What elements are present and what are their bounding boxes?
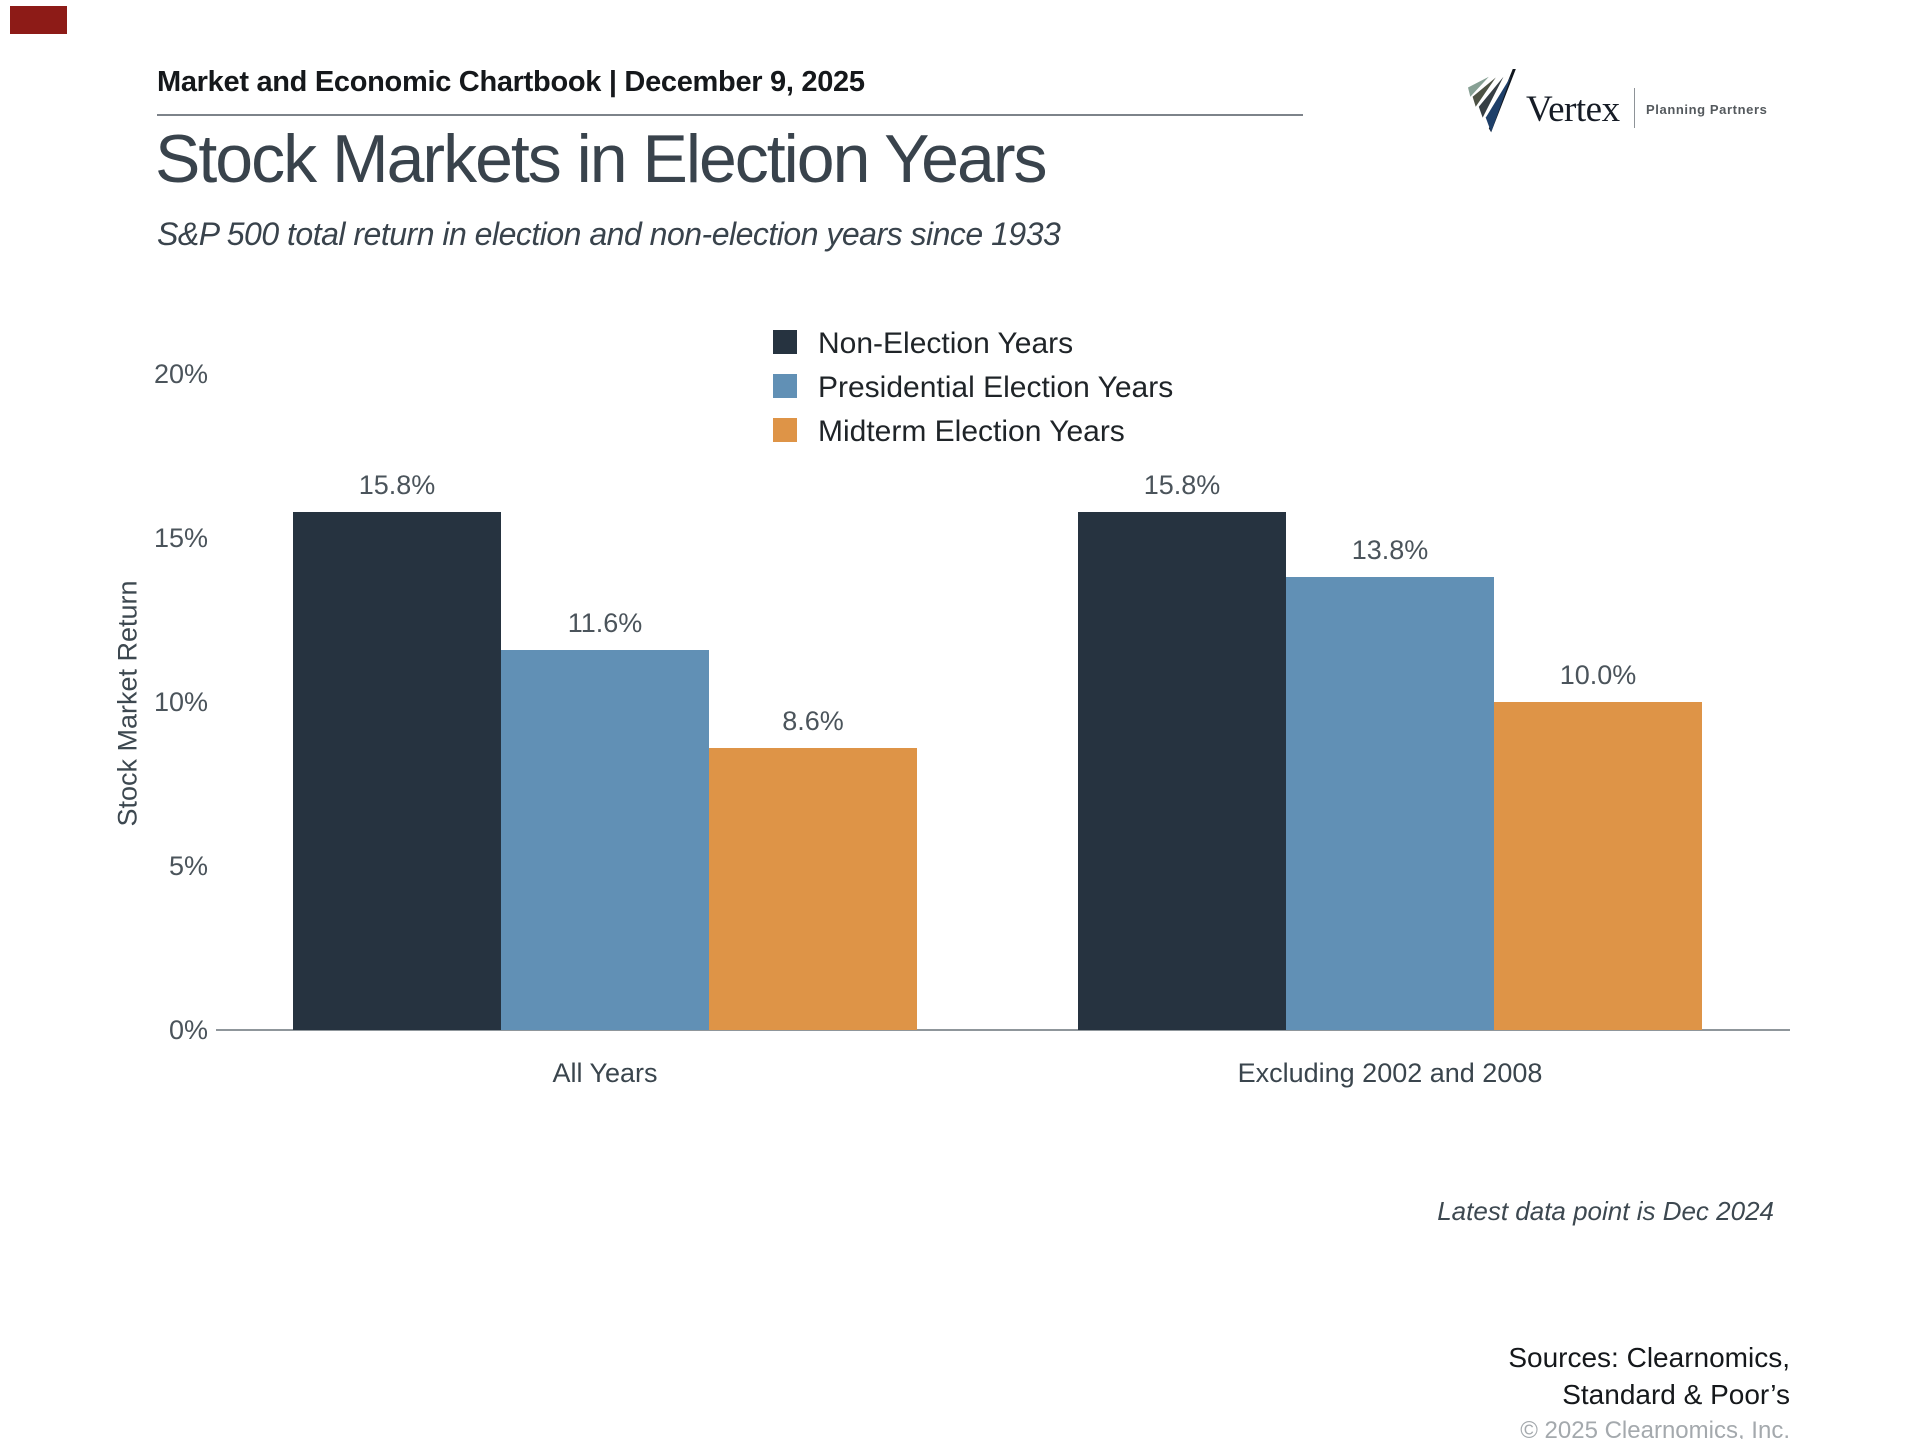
logo-wordmark: Vertex — [1526, 89, 1620, 130]
y-tick-label: 5% — [168, 851, 208, 881]
header-rule — [157, 114, 1303, 116]
vertex-logo: Vertex Planning Partners — [1468, 60, 1788, 150]
page-title: Stock Markets in Election Years — [155, 121, 1047, 197]
bar — [1494, 702, 1702, 1030]
legend-label: Presidential Election Years — [818, 371, 1174, 404]
bar — [501, 649, 709, 1030]
header-text: Market and Economic Chartbook | December… — [157, 66, 865, 98]
legend-swatch-icon — [773, 374, 797, 398]
bar — [293, 511, 501, 1030]
y-tick-label: 0% — [168, 1015, 208, 1045]
footnote: Latest data point is Dec 2024 — [1437, 1196, 1774, 1226]
bar-value-label: 8.6% — [782, 705, 844, 736]
logo-divider — [1634, 88, 1635, 128]
corner-marker — [10, 6, 67, 34]
bar — [1286, 577, 1494, 1030]
legend-label: Non-Election Years — [818, 327, 1074, 360]
sources-block: Sources: Clearnomics, Standard & Poor’s … — [1508, 1340, 1790, 1439]
y-tick-label: 10% — [153, 687, 208, 717]
bar — [1078, 511, 1286, 1030]
x-axis-line — [216, 1029, 1790, 1031]
sources-line-2: Standard & Poor’s — [1562, 1378, 1790, 1410]
bar-value-label: 15.8% — [1143, 469, 1221, 500]
sources-line-1: Sources: Clearnomics, — [1508, 1342, 1790, 1373]
bar-value-label: 15.8% — [358, 469, 436, 500]
vertex-logo-mark-icon — [1468, 68, 1516, 133]
page-subtitle: S&P 500 total return in election and non… — [157, 216, 1061, 252]
legend-label: Midterm Election Years — [818, 415, 1125, 448]
bar-value-label: 10.0% — [1559, 660, 1637, 690]
logo-tagline: Planning Partners — [1646, 102, 1768, 117]
bar — [709, 747, 917, 1030]
bar-value-label: 11.6% — [567, 607, 643, 638]
legend-swatch-icon — [773, 330, 797, 354]
category-label: All Years — [552, 1058, 658, 1088]
bar-value-label: 13.8% — [1351, 535, 1429, 566]
legend-swatch-icon — [773, 418, 797, 442]
y-tick-label: 15% — [153, 523, 208, 553]
copyright: © 2025 Clearnomics, Inc. — [1520, 1416, 1790, 1439]
y-tick-label: 20% — [153, 359, 208, 389]
category-label: Excluding 2002 and 2008 — [1237, 1058, 1543, 1088]
